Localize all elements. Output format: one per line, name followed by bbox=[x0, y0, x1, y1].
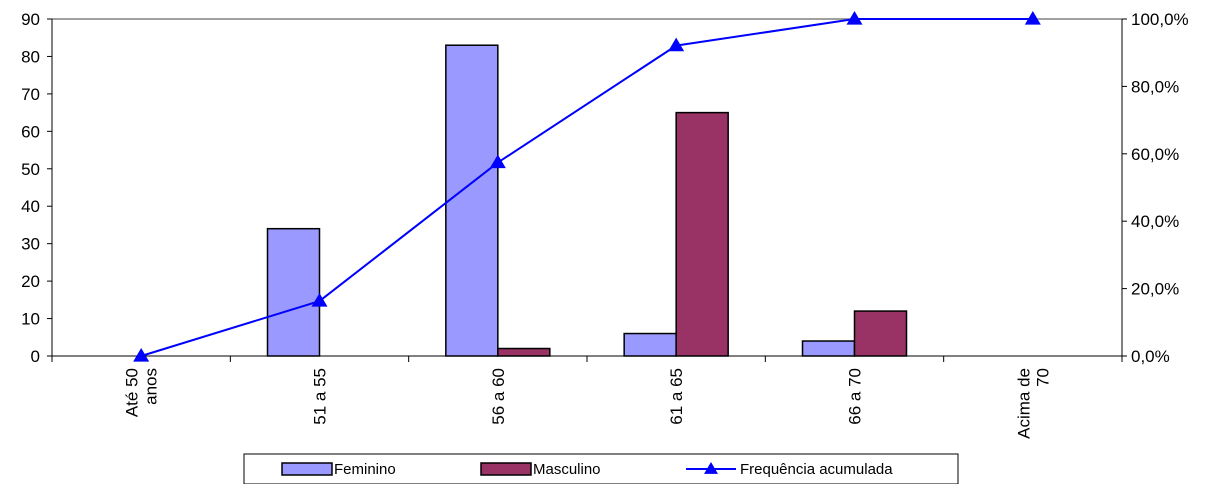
x-category-label: Até 50 bbox=[123, 368, 142, 417]
cumulative-frequency-point bbox=[489, 154, 506, 169]
y-right-tick-label: 60,0% bbox=[1131, 145, 1179, 164]
y-left-tick-label: 20 bbox=[21, 272, 40, 291]
legend: Feminino Masculino Frequência acumulada bbox=[243, 453, 959, 484]
plot-area: 0 10 20 30 40 50 60 70 80 90 0,0% 20,0% 40,0% 60,0% 80… bbox=[21, 10, 1189, 439]
bar-feminino bbox=[445, 44, 499, 357]
cumulative-frequency-point bbox=[311, 293, 328, 307]
legend-swatch-masculino bbox=[480, 462, 532, 476]
bar-masculino bbox=[853, 310, 908, 357]
bar-feminino bbox=[266, 227, 321, 357]
y-left-tick-label: 70 bbox=[21, 85, 40, 104]
cumulative-frequency-point bbox=[133, 348, 150, 362]
legend-label: Masculino bbox=[533, 461, 601, 478]
cumulative-frequency-point bbox=[668, 37, 685, 52]
cumulative-frequency-point bbox=[1024, 11, 1041, 25]
y-right-tick-label: 0,0% bbox=[1131, 347, 1170, 366]
legend-label: Feminino bbox=[334, 461, 396, 478]
y-left-tick-label: 50 bbox=[21, 160, 40, 179]
x-category-label: 66 a 70 bbox=[846, 368, 865, 425]
y-right-tick-label: 80,0% bbox=[1131, 77, 1179, 96]
x-category-label: Acima de bbox=[1014, 368, 1033, 439]
y-left-tick-label: 60 bbox=[21, 122, 40, 141]
y-left-tick-label: 40 bbox=[21, 197, 40, 216]
legend-box bbox=[243, 453, 959, 484]
cumulative-frequency-point bbox=[846, 11, 863, 25]
x-category-label: 61 a 65 bbox=[667, 368, 686, 425]
x-category-label: 51 a 55 bbox=[311, 368, 330, 425]
y-left-tick-label: 30 bbox=[21, 235, 40, 254]
legend-triangle-marker bbox=[704, 462, 718, 474]
y-left-tick-label: 90 bbox=[21, 10, 40, 29]
y-right-tick-label: 20,0% bbox=[1131, 280, 1179, 299]
x-category-label: 56 a 60 bbox=[489, 368, 508, 425]
cumulative-frequency-line bbox=[140, 18, 1033, 357]
x-category-label: anos bbox=[142, 368, 161, 405]
bar-feminino bbox=[623, 332, 677, 357]
y-right-tick-label: 40,0% bbox=[1131, 212, 1179, 231]
bar-masculino bbox=[497, 347, 551, 357]
x-category-label: 70 bbox=[1033, 368, 1052, 387]
bar-feminino bbox=[801, 340, 856, 357]
legend-label: Frequência acumulada bbox=[740, 461, 893, 478]
legend-swatch-feminino bbox=[281, 462, 333, 476]
y-left-tick-label: 10 bbox=[21, 310, 40, 329]
bar-masculino bbox=[675, 111, 729, 357]
y-left-tick-label: 0 bbox=[31, 347, 40, 366]
y-right-tick-label: 100,0% bbox=[1131, 10, 1189, 29]
y-left-tick-label: 80 bbox=[21, 47, 40, 66]
